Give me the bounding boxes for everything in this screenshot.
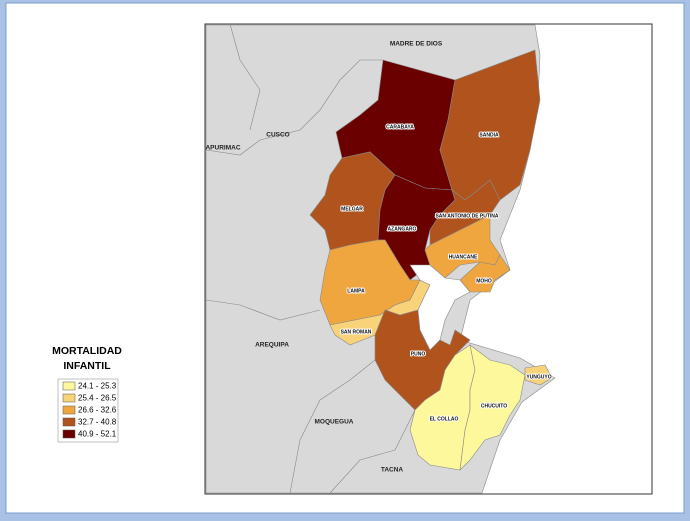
legend-swatch xyxy=(62,405,76,415)
legend-label: 24.1 - 25.3 xyxy=(78,382,117,391)
border xyxy=(205,299,321,321)
province-yunguyo xyxy=(524,364,553,386)
legend-label: 32.7 - 40.8 xyxy=(78,418,117,427)
map: MADRE DE DIOS CUSCO APURIMAC AREQUIPA MO… xyxy=(204,23,653,495)
border xyxy=(205,59,383,156)
neighbor-label: MOQUEGUA xyxy=(315,419,354,426)
province-chucuito xyxy=(459,344,526,471)
province-label: PUNO xyxy=(411,351,426,357)
neighbor-label: CUSCO xyxy=(266,132,289,139)
province-label: MOHO xyxy=(476,278,492,284)
legend-swatch xyxy=(62,381,76,391)
legend-label: 26.6 - 32.6 xyxy=(78,406,117,415)
legend-title: MORTALIDAD xyxy=(52,345,122,357)
lake xyxy=(409,264,471,351)
province-label: EL COLLAO xyxy=(430,416,459,422)
legend-label: 40.9 - 52.1 xyxy=(78,430,117,439)
province-label: LAMPA xyxy=(347,288,365,294)
legend-swatch xyxy=(62,393,76,403)
border xyxy=(329,409,416,494)
neighbor-label: AREQUIPA xyxy=(255,342,289,349)
province-label: SAN ANTONIO DE PUTINA xyxy=(435,213,498,219)
province-label: HUANCANE xyxy=(449,254,478,260)
province-label: CHUCUITO xyxy=(481,403,507,409)
legend-label: 25.4 - 26.5 xyxy=(78,394,117,403)
province-label: YUNGUYO xyxy=(526,374,551,380)
neighbor-label: TACNA xyxy=(381,467,404,474)
neighbor-label: MADRE DE DIOS xyxy=(390,41,443,48)
neighbor-label: APURIMAC xyxy=(205,145,240,152)
legend-swatch xyxy=(62,429,76,439)
province-label: SAN ROMAN xyxy=(341,329,372,335)
province-label: AZANGARO xyxy=(388,226,417,232)
legend-title: INFANTIL xyxy=(63,360,111,372)
legend: MORTALIDAD INFANTIL 24.1 - 25.3 25.4 - 2… xyxy=(52,345,122,443)
border xyxy=(289,359,376,494)
province-label: CARABAYA xyxy=(386,124,414,130)
province-label: MELGAR xyxy=(341,206,363,212)
border xyxy=(229,23,261,131)
province-label: SANDIA xyxy=(479,132,499,138)
legend-swatch xyxy=(62,417,76,427)
